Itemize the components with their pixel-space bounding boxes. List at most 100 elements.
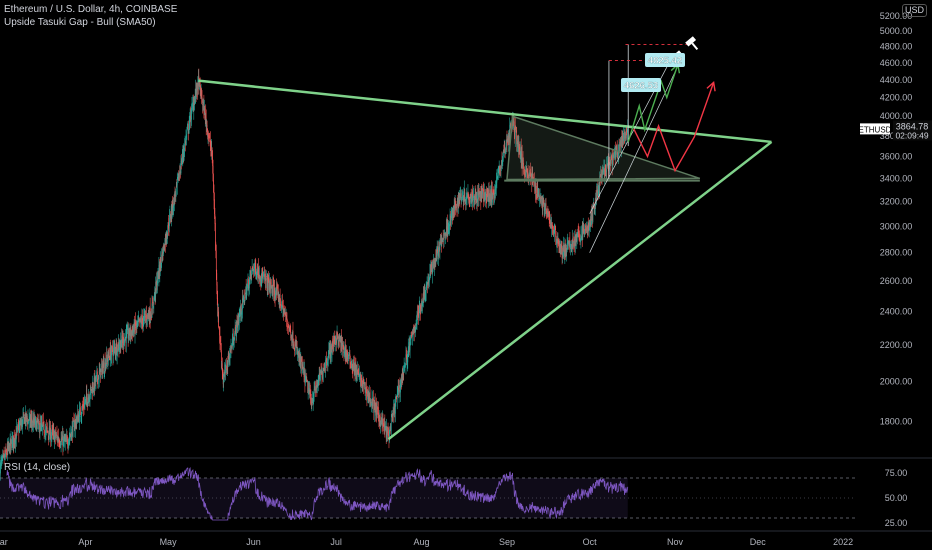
candle-body <box>86 392 88 399</box>
candle-body <box>19 425 21 428</box>
candle-body <box>182 150 184 159</box>
candle-body <box>72 422 74 438</box>
candle-body <box>215 243 217 250</box>
candle-body <box>275 288 277 295</box>
candle-body <box>423 292 424 304</box>
candle-body <box>500 165 502 169</box>
candle-body <box>349 354 351 361</box>
candle-body <box>128 327 130 336</box>
candle-body <box>339 339 341 341</box>
candle-body <box>13 434 15 442</box>
candle-body <box>212 156 213 167</box>
candle-body <box>455 203 457 209</box>
candle-body <box>30 418 32 419</box>
candle-body <box>366 391 368 398</box>
candle-body <box>621 135 623 141</box>
candle-body <box>350 366 352 369</box>
candle-body <box>405 363 406 365</box>
candle-body <box>353 361 354 369</box>
rsi-label[interactable]: RSI (14, close) <box>4 462 71 473</box>
candle-body <box>308 388 309 390</box>
candle-body <box>479 191 481 194</box>
candle-body <box>379 415 381 423</box>
candle-body <box>524 171 525 174</box>
candle-body <box>296 346 298 348</box>
candle-body <box>474 190 476 199</box>
candle-body <box>134 321 136 335</box>
candle-body <box>390 418 392 431</box>
candle-body <box>413 330 415 333</box>
candle-body <box>502 150 504 157</box>
candle-body <box>12 438 13 449</box>
candle-body <box>333 337 335 343</box>
candle-body <box>395 398 397 402</box>
candle-body <box>615 150 616 157</box>
candle-body <box>600 174 602 176</box>
drawings[interactable] <box>198 36 773 441</box>
candle-body <box>617 153 619 155</box>
candle-body <box>230 346 232 351</box>
candle-body <box>64 439 66 442</box>
candle-body <box>598 191 599 196</box>
candle-body <box>102 367 104 374</box>
candle-body <box>156 279 157 286</box>
candle-body <box>265 278 267 281</box>
candle-body <box>539 198 540 201</box>
candle-body <box>103 362 105 372</box>
candle-body <box>331 345 332 353</box>
indicator-label[interactable]: Upside Tasuki Gap - Bull (SMA50) <box>4 17 156 28</box>
candle-body <box>454 204 455 209</box>
candle-body <box>149 307 151 321</box>
callout-4825: 4825.42 <box>648 56 682 67</box>
candle-body <box>624 131 625 143</box>
rsi-tick-label: 50.00 <box>885 493 908 503</box>
candle-body <box>464 189 466 201</box>
candle-body <box>336 332 338 342</box>
candle-body <box>14 439 16 444</box>
candle-body <box>603 168 605 172</box>
candle-body <box>446 226 448 229</box>
candle-body <box>258 274 260 280</box>
candle-body <box>613 154 614 158</box>
candle-body <box>109 348 111 359</box>
candle-body <box>423 289 425 297</box>
candle-body <box>311 401 312 407</box>
candle-body <box>24 416 26 423</box>
candle-body <box>394 403 395 413</box>
candle-body <box>186 135 187 138</box>
candle-body <box>7 446 9 449</box>
candle-body <box>354 363 355 376</box>
candle-body <box>504 146 506 149</box>
candle-body <box>84 402 86 404</box>
candle-body <box>325 358 327 361</box>
projection-path-red <box>633 82 715 173</box>
candle-body <box>230 348 231 353</box>
candle-body <box>358 372 360 377</box>
candle-body <box>627 126 629 132</box>
candle-body <box>621 135 623 142</box>
candle-body <box>175 188 177 196</box>
candle-body <box>191 107 192 120</box>
candle-body <box>437 249 438 252</box>
candle-body <box>456 206 458 208</box>
candle-body <box>36 422 38 430</box>
currency-badge[interactable]: USD <box>902 4 928 17</box>
candle-body <box>318 373 320 379</box>
candle-body <box>333 344 334 347</box>
candle-body <box>626 131 628 135</box>
candle-body <box>412 331 413 337</box>
candle-body <box>606 164 607 173</box>
candle-body <box>118 341 120 349</box>
candle-body <box>163 245 164 254</box>
candle-body <box>422 302 423 306</box>
candle-body <box>74 421 75 431</box>
candle-body <box>88 396 90 401</box>
candle-body <box>508 134 510 136</box>
candle-body <box>41 422 43 426</box>
candle-body <box>514 135 516 137</box>
candle-body <box>515 127 517 132</box>
candle-body <box>530 175 532 177</box>
candle-body <box>578 233 580 240</box>
candle-body <box>291 338 293 343</box>
